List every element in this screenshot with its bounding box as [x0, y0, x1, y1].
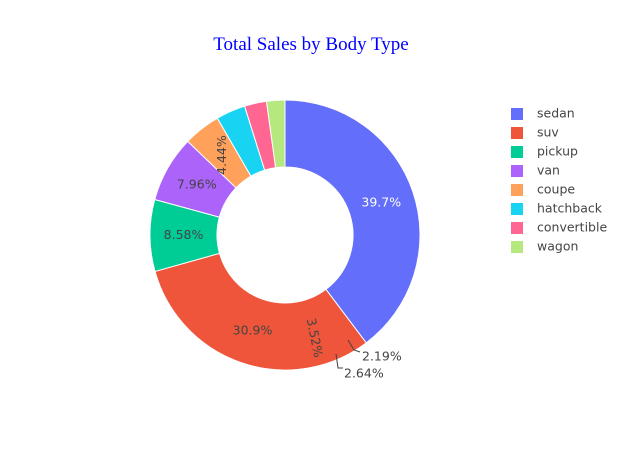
legend-item-pickup[interactable]: pickup — [511, 144, 578, 159]
legend-label-van: van — [537, 163, 560, 178]
legend-label-convertible: convertible — [537, 220, 607, 235]
slice-suv — [154, 252, 367, 371]
leader-line-convertible — [335, 353, 343, 369]
legend-swatch-pickup — [511, 146, 523, 158]
legend-swatch-suv — [511, 127, 523, 139]
leader-line-wagon — [347, 339, 361, 353]
legend-item-suv[interactable]: suv — [511, 125, 559, 140]
legend-swatch-hatchback — [511, 203, 523, 215]
legend-item-hatchback[interactable]: hatchback — [511, 201, 603, 216]
slice-labels: 39.7% 30.9% 8.58% 7.96%4.44% 3.52% 2.64% 2.19% — [164, 135, 402, 380]
slice-label-van: 7.96% — [177, 176, 217, 191]
legend-item-wagon[interactable]: wagon — [511, 239, 578, 254]
legend-item-sedan[interactable]: sedan — [511, 106, 575, 121]
donut-slices — [149, 99, 421, 371]
legend: sedan suv pickup van coupe hatchback convertib… — [511, 106, 607, 254]
slice-label-pickup: 8.58% — [164, 227, 204, 242]
chart-title: Total Sales by Body Type — [213, 34, 408, 55]
legend-label-sedan: sedan — [537, 106, 575, 121]
slice-sedan — [284, 99, 421, 344]
slice-label-suv: 30.9% — [233, 323, 273, 338]
legend-swatch-convertible — [511, 222, 523, 234]
legend-swatch-coupe — [511, 184, 523, 196]
slice-label-hatchback: 3.52% — [304, 317, 326, 359]
legend-item-van[interactable]: van — [511, 163, 560, 178]
slice-label-coupe: 4.44% — [214, 135, 229, 175]
slice-label-convertible: 2.64% — [344, 366, 384, 381]
legend-label-pickup: pickup — [537, 144, 578, 159]
slice-wagon — [265, 99, 286, 169]
legend-label-wagon: wagon — [537, 239, 578, 254]
legend-swatch-van — [511, 165, 523, 177]
slice-label-sedan: 39.7% — [361, 194, 401, 209]
legend-item-coupe[interactable]: coupe — [511, 182, 575, 197]
legend-item-convertible[interactable]: convertible — [511, 220, 607, 235]
legend-swatch-wagon — [511, 241, 523, 253]
legend-swatch-sedan — [511, 108, 523, 120]
legend-label-hatchback: hatchback — [537, 201, 603, 216]
legend-label-suv: suv — [537, 125, 559, 140]
legend-label-coupe: coupe — [537, 182, 575, 197]
slice-label-wagon: 2.19% — [362, 349, 402, 364]
